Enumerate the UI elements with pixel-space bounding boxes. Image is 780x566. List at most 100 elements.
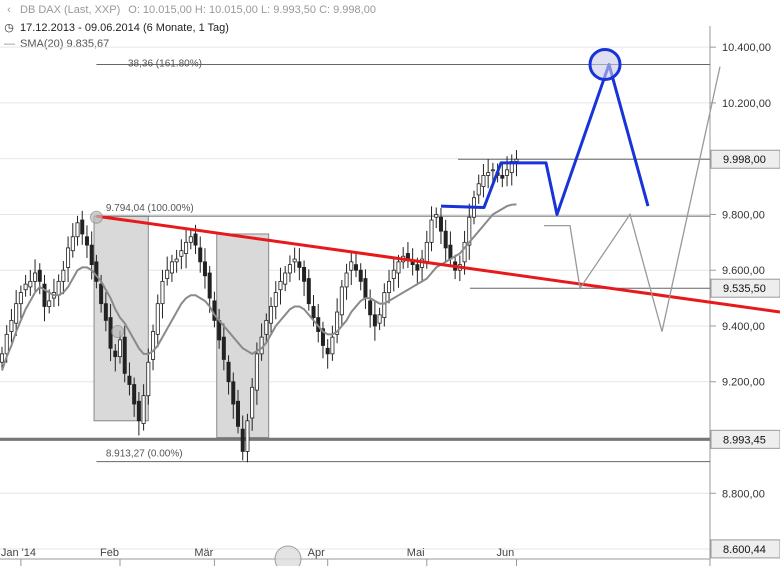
candle-body (155, 303, 160, 335)
sma-line (1, 203, 517, 371)
candle-body (387, 280, 392, 293)
trendline (96, 214, 780, 314)
candle-body (287, 264, 292, 274)
candle-body (306, 278, 311, 305)
fib-100-label: 9.794,04 (100.00%) (106, 203, 194, 214)
candle-body (368, 300, 373, 316)
candle-body (462, 241, 467, 263)
candle-body (273, 292, 278, 307)
instrument-name: DB DAX (Last, XXP) (20, 4, 121, 16)
candle-body (391, 269, 396, 279)
candle-body (514, 158, 519, 162)
target-circle (588, 47, 622, 81)
candle-body (4, 333, 9, 355)
candle-body (33, 272, 38, 282)
x-tick-label: Feb (100, 547, 119, 559)
y-tick-label: 10.200,00 (722, 98, 771, 110)
candle-body (349, 261, 354, 271)
candle-body (99, 283, 104, 305)
candle-body (37, 269, 42, 282)
candle-body (240, 428, 245, 452)
candle-body (245, 420, 250, 452)
candle-body (146, 361, 151, 397)
fib-161-label: 38,36 (161.80%) (128, 58, 202, 69)
candle-body (132, 384, 137, 405)
candle-body (353, 264, 358, 271)
candle-body (254, 353, 259, 391)
candle-body (297, 261, 302, 268)
candle-body (151, 331, 156, 360)
price-label-box (710, 429, 780, 449)
candle-body (250, 386, 255, 419)
candle-body (113, 350, 118, 358)
candle-body (325, 347, 330, 355)
candle-body (193, 233, 198, 246)
candle-body (344, 272, 349, 288)
candle-body (202, 261, 207, 277)
candle-body (320, 328, 325, 346)
x-tick-label: Jun (496, 547, 514, 559)
candle-body (264, 319, 269, 335)
candle-body (89, 244, 94, 266)
candle-body (434, 214, 439, 218)
sma-line-icon: — (4, 38, 15, 50)
candle-body (184, 241, 189, 254)
ohlc-values: O: 10.015,00 H: 10.015,00 L: 9.993,50 C:… (128, 4, 376, 16)
candle-body (467, 216, 472, 246)
candle-body (424, 241, 429, 263)
candle-body (283, 272, 288, 285)
range-row: ◷ 17.12.2013 - 09.06.2014 (6 Monate, 1 Ta… (4, 21, 229, 34)
marker-circle-mid (111, 325, 125, 339)
candle-body (14, 303, 19, 324)
candle-body (80, 219, 85, 235)
candle-body (372, 314, 377, 327)
y-tick-label: 9.400,00 (722, 321, 765, 333)
y-tick-label: 9.200,00 (722, 377, 765, 389)
candle-body (70, 236, 75, 252)
candle-body (9, 319, 14, 332)
candle-body (311, 306, 316, 319)
chevron-icon[interactable]: ‹ (7, 4, 11, 16)
candle-body (18, 292, 23, 305)
candle-body (221, 336, 226, 360)
candle-body (47, 300, 52, 307)
candle-body (269, 306, 274, 324)
price-label-box (710, 278, 780, 298)
marker-circle-high (89, 210, 103, 224)
marker-circle-bottom (274, 545, 302, 566)
y-tick-label: 9.600,00 (722, 265, 765, 277)
blue-projection (440, 62, 650, 216)
candle-body (278, 280, 283, 291)
candle-body (335, 311, 340, 335)
x-tick-label: Mär (194, 547, 213, 559)
candle-body (179, 250, 184, 257)
candle-body (141, 395, 146, 424)
candle-body (61, 269, 66, 282)
y-tick-label: 8.800,00 (722, 488, 765, 500)
candle-body (339, 286, 344, 316)
price-label: 9.535,50 (723, 283, 766, 295)
fib-0-label: 8.913,27 (0.00%) (106, 449, 183, 460)
candle-body (28, 280, 33, 288)
candle-body (500, 175, 505, 179)
candle-body (486, 172, 491, 176)
candle-body (377, 314, 382, 324)
candle-body (476, 183, 481, 196)
x-tick-label: Mai (407, 547, 425, 559)
candle-body (118, 339, 123, 358)
candle-body (174, 258, 179, 263)
candle-body (226, 361, 231, 383)
candle-body (481, 175, 486, 187)
candle-body (292, 258, 297, 263)
candle-body (122, 336, 127, 374)
instrument-row: ‹ DB DAX (Last, XXP) O: 10.015,00 H: 10.01… (4, 4, 376, 16)
price-label: 8.993,45 (723, 434, 766, 446)
candle-body (490, 169, 495, 172)
candle-body (231, 381, 236, 405)
candle-body (84, 236, 89, 246)
candle-body (127, 375, 132, 385)
candle-body (94, 261, 99, 282)
candle-body (42, 283, 47, 307)
price-label: 9.998,00 (723, 154, 766, 166)
